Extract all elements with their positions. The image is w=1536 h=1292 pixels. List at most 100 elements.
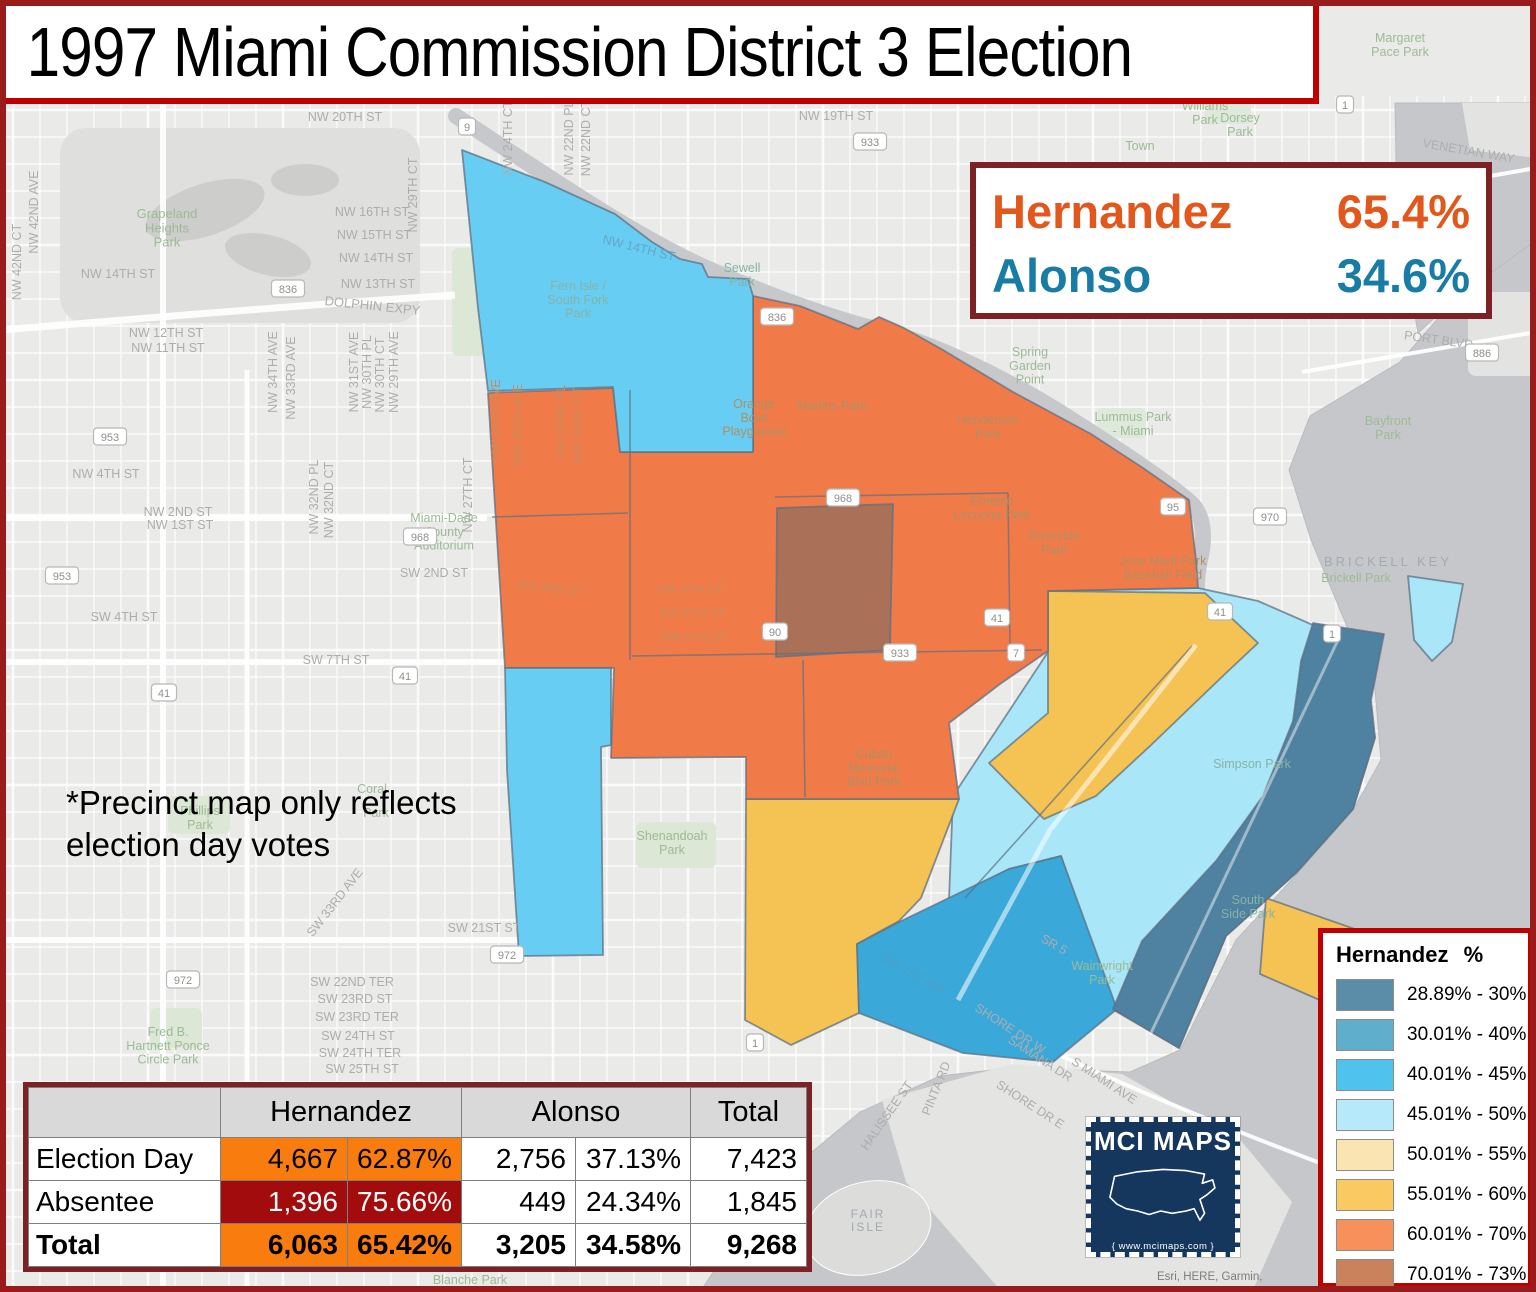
route-shield <box>457 117 477 136</box>
route-shield-number: 95 <box>1167 502 1179 514</box>
map-region-precinct-nw-40-45 <box>461 149 754 453</box>
major-road <box>0 291 456 334</box>
title-box: 1997 Miami Commission District 3 Electio… <box>0 0 1319 104</box>
route-shield <box>882 643 918 662</box>
legend-swatch <box>1336 1019 1394 1051</box>
row-label: Absentee <box>28 1180 221 1224</box>
map-label: NW 4TH ST <box>72 467 140 481</box>
legend-label: 55.01% - 60% <box>1407 1184 1527 1205</box>
map-label: SW 4TH ST <box>91 610 158 624</box>
route-shield <box>1006 643 1026 662</box>
map-label: NW 24TH CT <box>501 100 515 175</box>
map-label: NW 19TH ST <box>799 109 874 123</box>
map-label: NW 16TH ST <box>335 205 410 219</box>
legend-swatch <box>1336 1179 1394 1211</box>
table-cell: 1,845 <box>690 1180 807 1224</box>
row-label: Election Day <box>28 1137 221 1181</box>
map-label: Park <box>363 806 389 820</box>
map-label: Fred B. Hartnett Ponce Circle Park <box>126 1025 209 1067</box>
map-label: Spring Garden Point <box>1009 345 1051 387</box>
mci-maps-logo: MCI MAPS { www.mcimaps.com } <box>1086 1117 1240 1257</box>
route-shield-number: 886 <box>1473 348 1491 360</box>
map-label: NW 27TH CT <box>461 457 475 532</box>
route-shield-number: 953 <box>101 432 119 444</box>
result-row-alonso: Alonso 34.6% <box>992 244 1470 308</box>
route-shield <box>44 566 80 585</box>
route-shield <box>150 683 178 702</box>
map-label: South Side Park <box>1221 893 1276 921</box>
table-cell: 3,205 <box>461 1223 576 1267</box>
route-shield <box>270 279 306 298</box>
results-table-box: Hernandez Alonso Total Election Day 4,667 62.… <box>23 1082 812 1272</box>
map-label: NW 31ST AVE <box>347 332 361 413</box>
vote-table: Hernandez Alonso Total Election Day 4,667 62.… <box>28 1087 807 1267</box>
map-region-precinct-sw-30-40 <box>856 855 1118 1063</box>
legend-entry: 30.01% - 40% <box>1336 1015 1528 1055</box>
map-label: Blanche Park <box>433 1273 508 1287</box>
table-row: Election Day 4,667 62.87% 2,756 37.13% 7,423 <box>28 1137 807 1181</box>
candidate-pct: 65.4% <box>1336 185 1470 238</box>
map-region-precinct-brickell-key-45-50 <box>1407 575 1464 662</box>
route-shield <box>402 527 438 546</box>
legend-label: 30.01% - 40% <box>1407 1024 1527 1045</box>
map-label: NW 29TH CT <box>406 157 420 232</box>
route-shield-number: 953 <box>53 571 71 583</box>
route-shield <box>759 307 795 326</box>
map-label: Lummus Park - Miami <box>1094 410 1172 438</box>
map-label: Miami-Dade County Auditorium <box>410 511 477 553</box>
route-shield <box>489 945 525 964</box>
map-label: Phillips Park <box>180 804 220 832</box>
map-label: Sewell Park <box>724 261 761 289</box>
route-shield-number: 933 <box>861 137 879 149</box>
results-box: Hernandez 65.4% Alonso 34.6% <box>970 162 1492 319</box>
route-shield <box>92 427 128 446</box>
map-label: NW 23RD CT <box>571 386 585 463</box>
route-shield-number: 970 <box>1261 512 1279 524</box>
legend-entry: 28.89% - 30% <box>1336 975 1528 1015</box>
route-shield-number: 9 <box>464 122 470 134</box>
result-row-hernandez: Hernandez 65.4% <box>992 180 1470 244</box>
map-label: BRICKELL KEY <box>1324 554 1452 569</box>
map-label: SW 22ND TER <box>310 975 394 989</box>
land-feature <box>60 128 420 323</box>
map-label: SW 23RD TER <box>315 1010 399 1024</box>
table-cell: 7,423 <box>690 1137 807 1181</box>
table-row: Total 6,063 65.42% 3,205 34.58% 9,268 <box>28 1223 807 1267</box>
map-label: NW 11TH ST <box>131 341 205 355</box>
map-label: SW 6TH ST <box>661 630 728 644</box>
precinct-boundary-line <box>802 659 806 798</box>
legend-entry: 60.01% - 70% <box>1336 1215 1528 1255</box>
table-cell: 37.13% <box>575 1137 691 1181</box>
route-shield <box>1335 95 1355 114</box>
map-label: Brickell Park <box>1321 571 1391 585</box>
route-shield-number: 836 <box>768 312 786 324</box>
map-label: Coral <box>357 782 387 796</box>
route-shield <box>1252 507 1288 526</box>
table-cell: 4,667 <box>220 1137 348 1181</box>
map-label: NW 30TH CT <box>373 337 387 412</box>
map-label: Simpson Park <box>1213 757 1292 771</box>
land-feature <box>636 822 716 868</box>
map-label: NW 20TH ST <box>308 110 383 124</box>
map-label: Cuban Memorial Blvd Park <box>847 747 901 789</box>
map-region-precinct-peninsula-28-30 <box>1112 622 1385 1049</box>
route-shield <box>165 970 201 989</box>
route-shield-number: 968 <box>834 493 852 505</box>
map-label: NW 15TH ST <box>337 228 412 242</box>
route-shield-number: 836 <box>279 284 297 296</box>
map-note: *Precinct map only reflects election day… <box>66 782 457 866</box>
map-label: Orange Bowl Playground <box>722 397 785 439</box>
table-cell: 65.42% <box>347 1223 462 1267</box>
map-label: NW 23RD PL <box>554 384 568 459</box>
candidate-pct: 34.6% <box>1336 249 1470 302</box>
map-label: NW 14TH ST <box>339 251 414 265</box>
legend-entry: 45.01% - 50% <box>1336 1095 1528 1135</box>
map-note-line2: election day votes <box>66 826 331 864</box>
candidate-name: Hernandez <box>992 185 1233 238</box>
map-label: NW 2ND ST <box>144 505 213 519</box>
table-cell: 1,396 <box>220 1180 348 1224</box>
map-attribution: Esri, HERE, Garmin, <box>1157 1271 1263 1283</box>
route-shield-number: 41 <box>158 688 170 700</box>
route-shield-number: 1 <box>752 1038 758 1050</box>
row-label: Total <box>28 1223 221 1267</box>
